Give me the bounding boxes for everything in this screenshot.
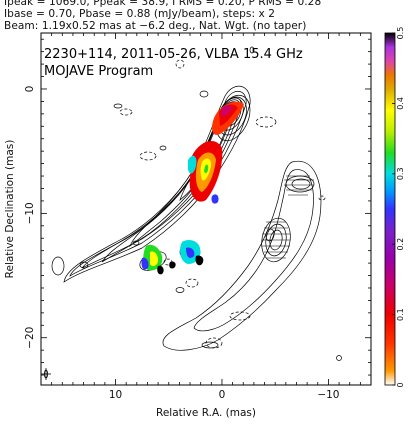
header-stats-line-2: Ibase = 0.70, Pbase = 0.88 (mJy/beam), s…: [4, 8, 276, 20]
colorbar-tick-label: 0.5: [396, 27, 405, 40]
colorbar-tick-label: 0.4: [396, 97, 405, 110]
colorbar-tick-label: 0: [396, 382, 405, 387]
header-beam-line: Beam: 1.19x0.52 mas at −6.2 deg., Nat. W…: [4, 20, 307, 32]
y-tick-label: 0: [24, 86, 36, 93]
colorbar-tick-label: 0.1: [396, 308, 405, 321]
x-tick-label: −10: [317, 389, 339, 401]
chart-subtitle: MOJAVE Program: [44, 64, 153, 79]
colorbar-tick-label: 0.3: [396, 167, 405, 180]
plot-frame: [40, 32, 372, 386]
x-tick-label: 0: [219, 389, 226, 401]
y-tick-label: −20: [24, 327, 36, 349]
chart-title: 2230+114, 2011-05-26, VLBA 15.4 GHz: [44, 47, 303, 62]
y-axis: 0 −10 −20: [24, 38, 371, 376]
x-axis-label: Relative R.A. (mas): [156, 407, 256, 419]
colorbar-ticks: 0 0.1 0.2 0.3 0.4 0.5: [392, 27, 405, 388]
contour-group-negative: [119, 59, 326, 349]
header-stats-line-1: Ipeak = 1069.0, Ppeak = 38.9, I RMS = 0.…: [4, 0, 322, 8]
polarization-layer: [141, 101, 244, 275]
colorbar-tick-label: 0.2: [396, 238, 405, 251]
contour-group-west: [162, 160, 322, 351]
colorbar: [384, 32, 396, 386]
x-axis: 10 0 −10: [40, 33, 372, 401]
x-tick-label: 10: [109, 389, 122, 401]
y-tick-label: −10: [24, 202, 36, 224]
beam-marker: [41, 368, 51, 380]
map-layer: [41, 46, 342, 380]
y-axis-label: Relative Declination (mas): [4, 140, 16, 279]
